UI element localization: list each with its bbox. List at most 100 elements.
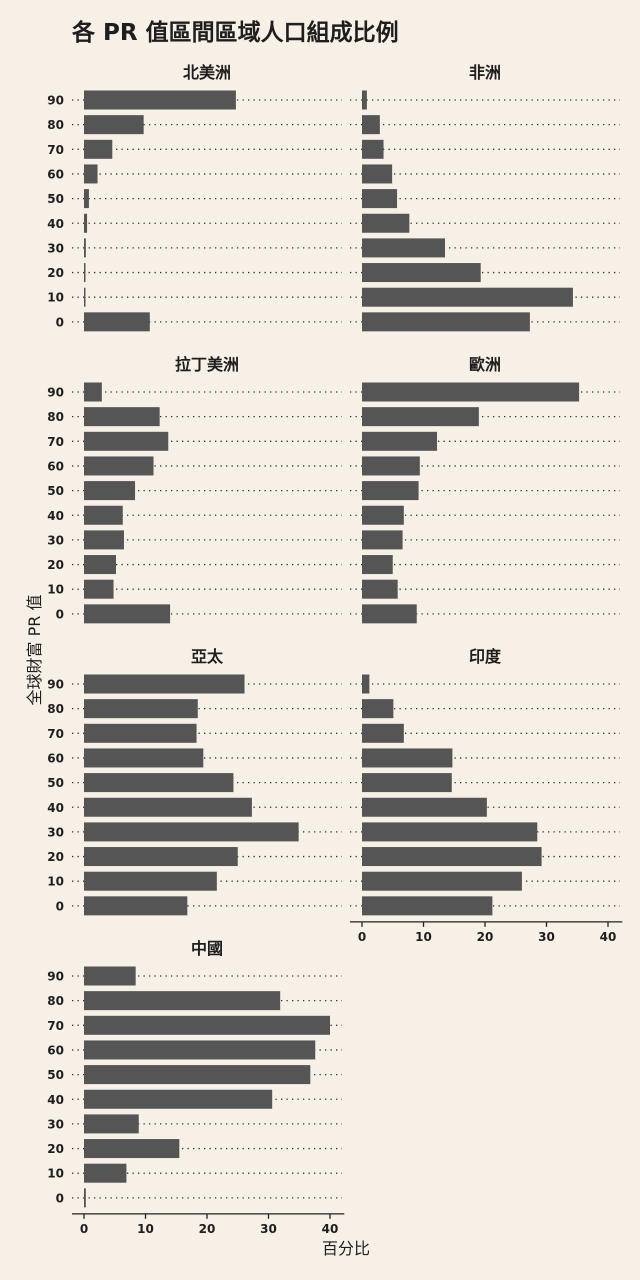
panel-title: 中國 — [191, 939, 223, 958]
bar — [362, 748, 453, 768]
y-tick-label: 0 — [56, 315, 64, 329]
y-tick-label: 10 — [47, 875, 64, 889]
bar — [84, 213, 88, 233]
bar — [362, 139, 384, 159]
x-tick-label: 20 — [477, 930, 494, 944]
y-tick-label: 90 — [47, 970, 64, 984]
bar — [84, 797, 252, 817]
bar — [84, 579, 114, 599]
y-tick-label: 40 — [47, 217, 64, 231]
y-tick-label: 60 — [47, 167, 64, 181]
panel-title: 非洲 — [469, 63, 501, 82]
bar — [362, 847, 542, 867]
y-tick-label: 20 — [47, 1142, 64, 1156]
bar — [84, 966, 136, 986]
panel-2: 非洲 — [350, 63, 620, 332]
x-tick-label: 20 — [199, 1222, 216, 1236]
y-tick-label: 70 — [47, 1019, 64, 1033]
bar — [84, 1163, 127, 1183]
bar — [84, 1188, 86, 1208]
bar — [84, 871, 217, 891]
y-tick-label: 30 — [47, 241, 64, 255]
bar — [362, 189, 398, 209]
y-tick-label: 30 — [47, 1117, 64, 1131]
bar — [84, 115, 144, 135]
bar — [84, 748, 204, 768]
bar — [362, 456, 420, 476]
bar — [84, 139, 113, 159]
bar — [362, 287, 573, 307]
bar — [362, 213, 410, 233]
bar — [362, 263, 481, 283]
bar — [84, 505, 123, 525]
bar — [362, 555, 393, 575]
y-tick-label: 70 — [47, 435, 64, 449]
y-tick-label: 20 — [47, 850, 64, 864]
y-tick-label: 40 — [47, 801, 64, 815]
bar — [84, 164, 98, 184]
bar — [84, 847, 238, 867]
y-tick-label: 20 — [47, 558, 64, 572]
bar — [362, 90, 367, 110]
x-tick-label: 0 — [80, 1222, 88, 1236]
bar — [362, 431, 438, 451]
y-tick-label: 90 — [47, 94, 64, 108]
bar — [84, 1040, 316, 1060]
bar — [362, 674, 370, 694]
panel-title: 印度 — [469, 647, 502, 666]
bar — [84, 238, 86, 258]
panel-title: 歐洲 — [469, 355, 501, 374]
y-tick-label: 80 — [47, 994, 64, 1008]
bar — [84, 407, 160, 427]
bar — [84, 1015, 330, 1035]
bar — [84, 481, 136, 501]
bar — [362, 238, 446, 258]
bar — [84, 723, 197, 743]
y-tick-label: 10 — [47, 583, 64, 597]
y-tick-label: 30 — [47, 533, 64, 547]
panel-6: 印度 0 10 20 30 40 — [350, 647, 623, 944]
x-tick-label: 10 — [137, 1222, 154, 1236]
bar — [362, 604, 417, 624]
y-axis-label: 全球財富 PR 值 — [25, 595, 44, 706]
y-tick-label: 70 — [47, 727, 64, 741]
bar — [84, 822, 299, 842]
y-tick-label: 40 — [47, 509, 64, 523]
panel-title: 北美洲 — [183, 63, 231, 82]
bar — [84, 287, 86, 307]
y-tick-label: 10 — [47, 1167, 64, 1181]
bar — [362, 481, 419, 501]
y-tick-label: 30 — [47, 825, 64, 839]
bar — [362, 115, 380, 135]
bar — [362, 312, 530, 332]
bar — [84, 674, 245, 694]
bar — [84, 555, 116, 575]
bar — [84, 189, 89, 209]
bar — [362, 382, 580, 402]
bar — [362, 773, 452, 793]
x-tick-label: 30 — [538, 930, 555, 944]
y-tick-label: 80 — [47, 410, 64, 424]
y-tick-label: 80 — [47, 702, 64, 716]
bar — [84, 1114, 139, 1134]
panel-title: 亞太 — [191, 647, 224, 666]
bar — [84, 263, 86, 283]
y-tick-label: 50 — [47, 1068, 64, 1082]
x-tick-label: 40 — [322, 1222, 339, 1236]
bar — [362, 530, 403, 550]
y-tick-label: 70 — [47, 143, 64, 157]
y-tick-label: 40 — [47, 1093, 64, 1107]
bar — [362, 579, 398, 599]
panel-7: 中國 90 80 70 60 50 40 30 20 10 0 0 10 20 30 40 — [47, 939, 345, 1236]
y-tick-label: 90 — [47, 678, 64, 692]
y-tick-label: 50 — [47, 192, 64, 206]
y-tick-label: 20 — [47, 266, 64, 280]
y-tick-label: 60 — [47, 1043, 64, 1057]
bar — [84, 530, 124, 550]
x-axis-label: 百分比 — [322, 1239, 370, 1258]
bar — [84, 604, 171, 624]
bar — [84, 382, 102, 402]
bar — [84, 991, 281, 1011]
